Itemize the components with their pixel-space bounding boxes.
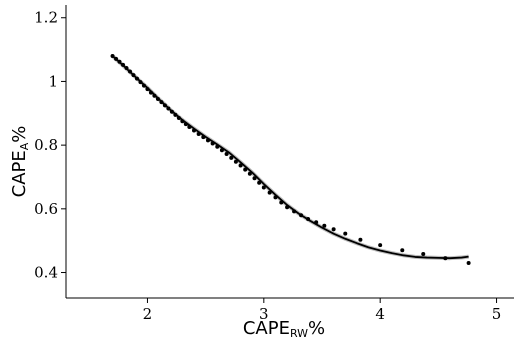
data-point [314, 220, 319, 225]
data-point [257, 180, 262, 185]
y-tick-label: 0.6 [34, 200, 58, 218]
data-point [252, 176, 257, 181]
x-axis-title-sub: RW [290, 327, 308, 340]
data-point [229, 155, 234, 160]
data-point [247, 171, 252, 176]
data-point [117, 59, 122, 64]
data-point [273, 195, 278, 200]
data-point [148, 90, 153, 95]
data-point [466, 260, 471, 265]
data-point [192, 128, 196, 133]
data-point [166, 106, 171, 111]
data-point [110, 53, 115, 58]
data-point [131, 73, 136, 78]
ticks: 2 3 4 5 0.4 0.6 0.8 1 1.2 [34, 9, 501, 323]
data-point [358, 237, 363, 242]
y-tick-label: 0.8 [34, 136, 58, 154]
data-point [343, 231, 348, 236]
data-point [378, 243, 383, 248]
data-point [196, 131, 201, 136]
data-point [180, 119, 185, 124]
data-point [134, 76, 139, 81]
data-point [121, 62, 126, 67]
axes [65, 5, 514, 299]
data-point [145, 87, 150, 92]
x-tick-label: 2 [143, 305, 153, 323]
x-tick-label: 5 [492, 305, 502, 323]
data-point [224, 152, 229, 157]
data-point [421, 252, 426, 257]
y-axis-title-main: CAPE [9, 150, 30, 197]
data-point [183, 122, 188, 127]
data-point [219, 148, 224, 153]
x-axis-title: CAPERW% [243, 318, 325, 340]
y-tick-label: 1.2 [34, 9, 58, 27]
data-point [169, 109, 174, 114]
data-point [292, 209, 297, 214]
data-point [205, 138, 210, 143]
data-point [279, 200, 284, 205]
data-point [173, 112, 178, 117]
data-point [243, 167, 248, 172]
data-point [238, 163, 243, 168]
data-point [267, 190, 272, 195]
data-point [400, 248, 405, 253]
data-point [128, 69, 132, 74]
data-point [261, 185, 266, 190]
data-point [306, 217, 311, 222]
y-axis-title-sub: A [18, 142, 31, 150]
data-point [331, 227, 336, 232]
x-tick-label: 4 [375, 305, 385, 323]
fit-line-group [111, 54, 469, 261]
data-point [176, 116, 181, 121]
fit-line [111, 55, 469, 260]
y-tick-label: 0.4 [34, 264, 58, 282]
data-point [299, 213, 304, 218]
y-tick-label: 1 [48, 72, 58, 90]
x-tick-label: 3 [259, 305, 269, 323]
data-point [322, 223, 327, 228]
data-point [162, 103, 167, 108]
data-point [285, 205, 290, 210]
data-point [138, 80, 143, 85]
x-axis-title-suffix: % [308, 318, 325, 339]
data-point [201, 135, 206, 140]
data-point [159, 100, 164, 105]
data-point [114, 56, 119, 61]
data-point [124, 66, 129, 71]
points-group [110, 53, 471, 265]
fit-line-band [111, 54, 469, 261]
y-axis-title-suffix: % [9, 126, 30, 143]
data-point [155, 96, 160, 101]
x-axis-title-main: CAPE [243, 318, 290, 339]
data-point [152, 93, 157, 98]
data-point [233, 159, 238, 164]
data-point [187, 124, 192, 129]
y-axis-title: CAPEA% [9, 126, 31, 198]
data-point [215, 144, 220, 149]
data-point [141, 83, 146, 88]
data-point [443, 256, 448, 261]
data-point [210, 141, 215, 146]
